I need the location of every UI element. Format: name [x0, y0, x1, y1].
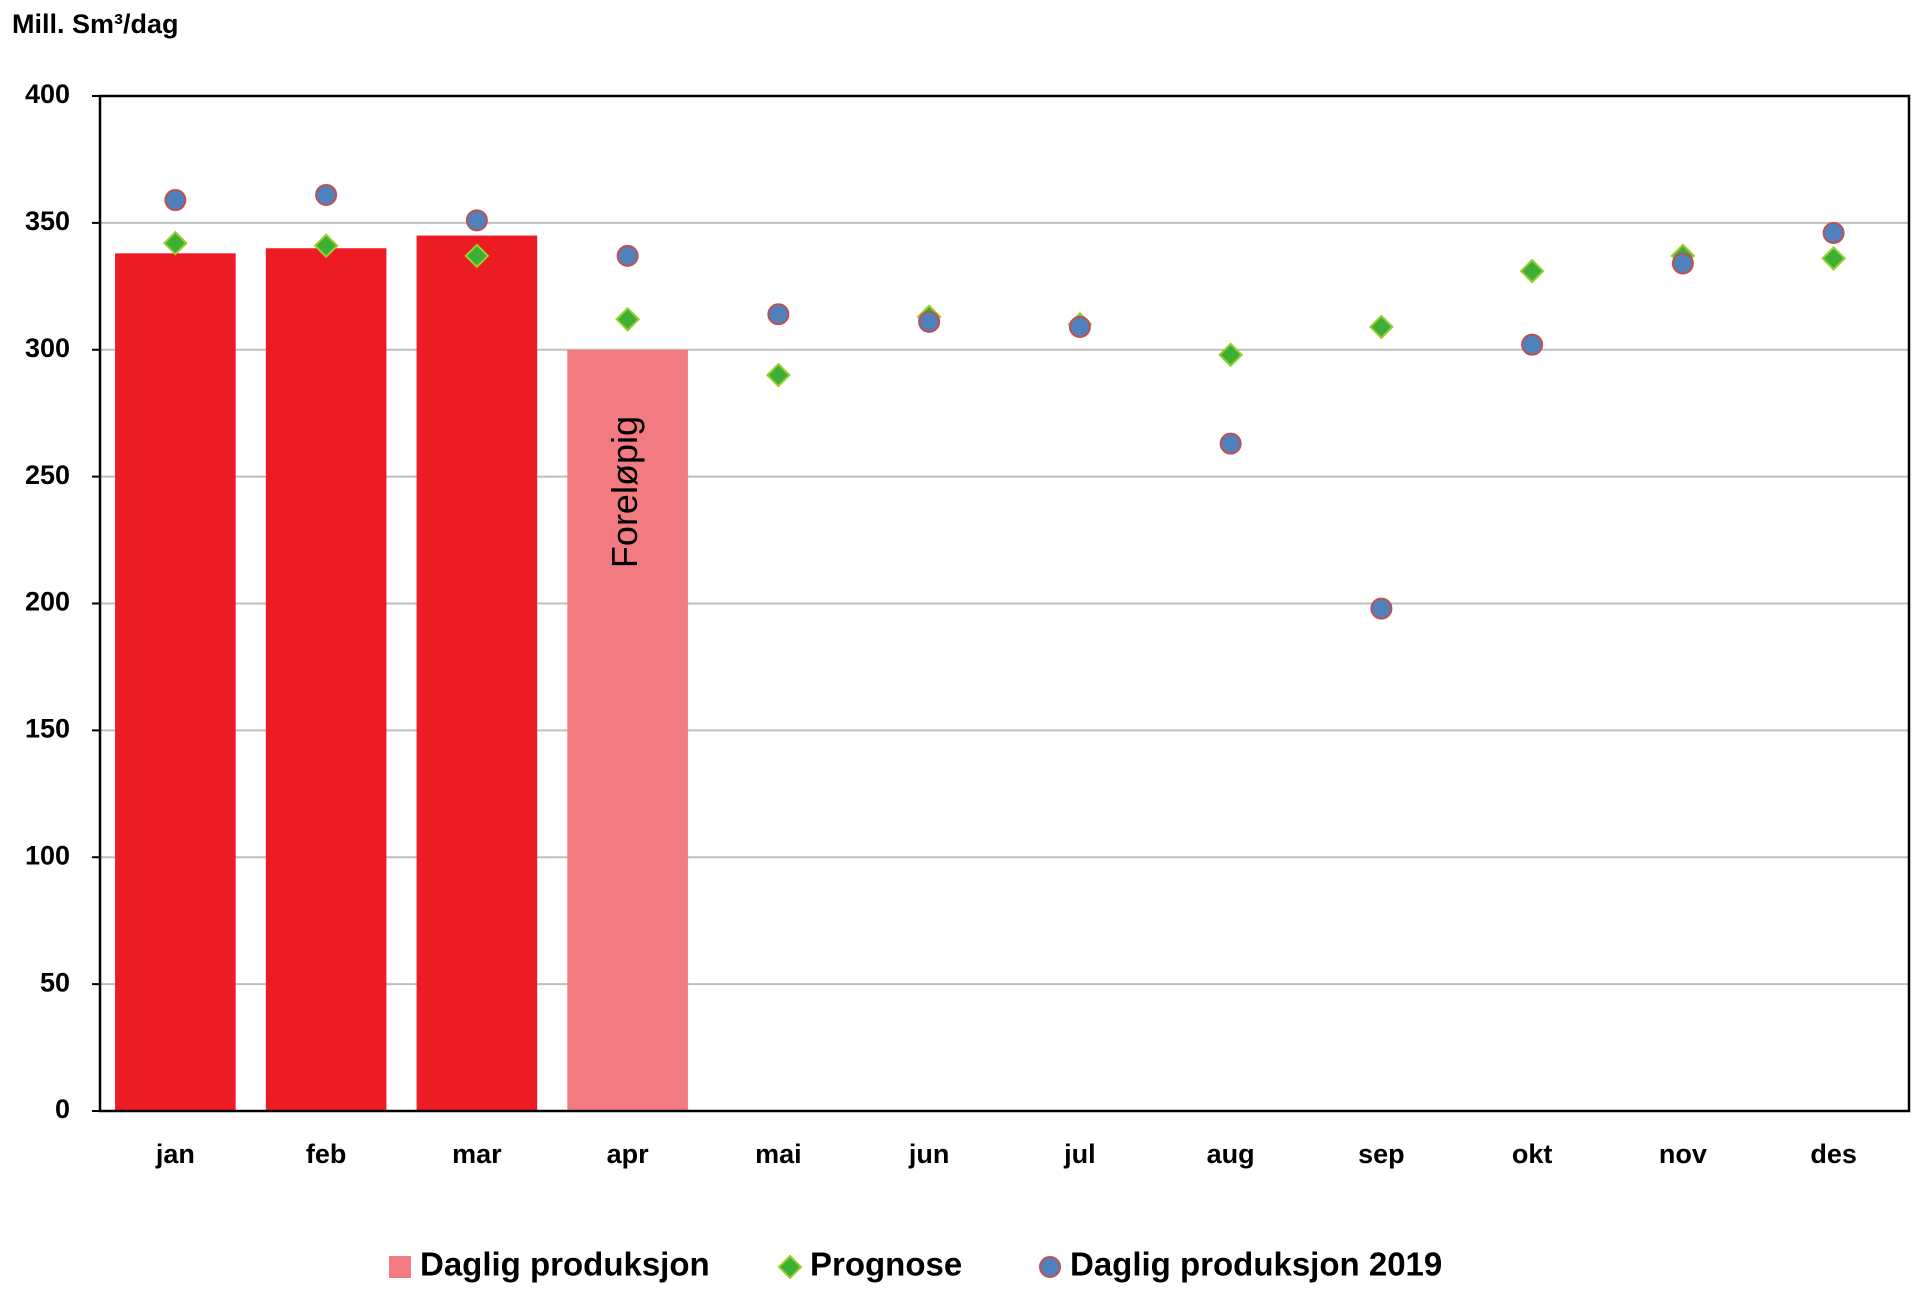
circle-marker [465, 209, 488, 232]
circle-marker [616, 244, 639, 267]
y-axis-label: Mill. Sm³/dag [12, 9, 179, 39]
legend-swatch [1039, 1256, 1061, 1278]
legend-swatch [777, 1254, 803, 1280]
diamond-marker [313, 233, 339, 259]
circle-marker [1068, 315, 1091, 338]
x-tick-label: apr [607, 1139, 650, 1169]
x-tick-label: jan [155, 1139, 195, 1169]
y-tick-label: 50 [40, 967, 70, 997]
circle-marker [1370, 597, 1393, 620]
y-tick-label: 150 [25, 714, 70, 744]
legend-swatch [389, 1256, 411, 1278]
y-tick-label: 200 [25, 587, 70, 617]
diamond-marker [1519, 258, 1545, 284]
y-tick-label: 100 [25, 840, 70, 870]
x-tick-label: jun [908, 1139, 950, 1169]
y-tick-label: 400 [25, 79, 70, 109]
x-tick-label: mai [755, 1139, 802, 1169]
legend-label: Daglig produksjon [420, 1246, 710, 1283]
x-tick-label: nov [1659, 1139, 1707, 1169]
bar [265, 248, 387, 1111]
annotation: Foreløpig [604, 416, 645, 568]
diamond-marker [1218, 342, 1244, 368]
legend-label: Daglig produksjon 2019 [1070, 1246, 1442, 1283]
diamond-marker [1821, 245, 1847, 271]
bar [567, 349, 688, 1111]
y-tick-label: 350 [25, 206, 70, 236]
bar [416, 235, 538, 1111]
y-tick-label: 300 [25, 333, 70, 363]
plot-frame [98, 94, 1911, 1113]
x-tick-label: aug [1207, 1139, 1255, 1169]
diamond-marker [615, 306, 641, 332]
x-tick-label: okt [1512, 1139, 1553, 1169]
diamond-marker [464, 243, 490, 269]
x-tick-label: mar [452, 1139, 502, 1169]
circle-marker [164, 189, 187, 212]
circle-marker [767, 303, 790, 326]
x-tick-label: des [1810, 1139, 1857, 1169]
y-tick-label: 250 [25, 460, 70, 490]
y-tick-label: 0 [55, 1094, 70, 1124]
circle-marker [1219, 432, 1242, 455]
circle-marker [1671, 252, 1694, 275]
circle-marker [1521, 333, 1544, 356]
legend-label: Prognose [810, 1246, 962, 1283]
diamond-marker [162, 230, 188, 256]
circle-marker [918, 310, 941, 333]
diamond-marker [1368, 314, 1394, 340]
circle-marker [1822, 222, 1845, 245]
x-tick-label: feb [306, 1139, 347, 1169]
x-tick-label: jul [1063, 1139, 1096, 1169]
diamond-marker [765, 362, 791, 388]
circle-marker [315, 183, 338, 206]
bar [115, 253, 236, 1111]
x-tick-label: sep [1358, 1139, 1405, 1169]
